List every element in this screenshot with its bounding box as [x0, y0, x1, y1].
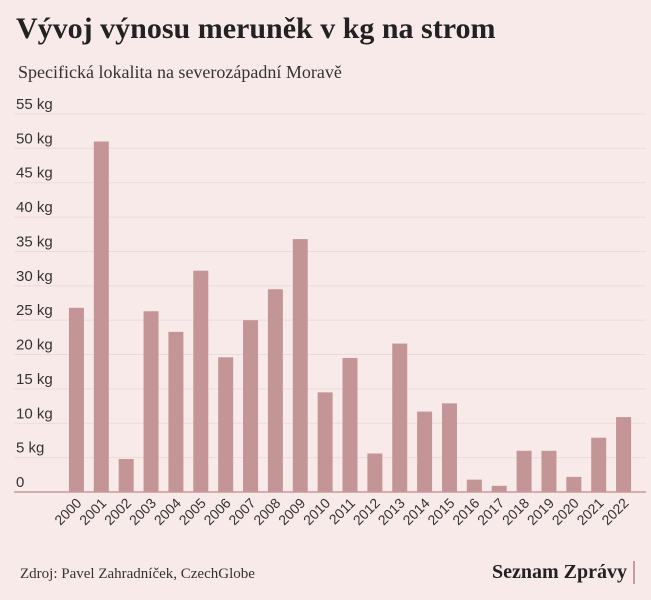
bar-2016: [466, 479, 482, 492]
x-axis-ticks: 2000200120022003200420052006200720082009…: [51, 495, 632, 528]
y-tick-label: 10 kg: [16, 405, 53, 422]
x-tick-label: 2013: [375, 495, 408, 528]
x-tick-label: 2000: [51, 495, 84, 528]
bar-2017: [491, 485, 507, 492]
x-tick-label: 2022: [598, 495, 631, 528]
bar-2021: [591, 437, 607, 492]
x-tick-label: 2016: [449, 495, 482, 528]
chart-subtitle: Specifická lokalita na severozápadní Mor…: [18, 62, 342, 82]
bar-2003: [143, 311, 159, 492]
bar-2011: [342, 357, 358, 492]
y-tick-label: 30 kg: [16, 268, 53, 285]
y-tick-label: 45 kg: [16, 165, 53, 182]
y-tick-label: 35 kg: [16, 233, 53, 250]
y-tick-label: 40 kg: [16, 199, 53, 216]
bar-2019: [541, 450, 557, 492]
bar-2010: [317, 392, 333, 492]
bar-2007: [243, 320, 259, 492]
y-tick-label: 0: [16, 474, 24, 491]
x-tick-label: 2006: [200, 495, 233, 528]
bar-2009: [292, 239, 308, 492]
bar-2002: [118, 459, 134, 492]
x-tick-label: 2003: [126, 495, 159, 528]
x-tick-label: 2020: [549, 495, 582, 528]
x-tick-label: 2009: [275, 495, 308, 528]
x-tick-label: 2017: [474, 495, 507, 528]
bar-2008: [267, 289, 283, 492]
bar-2012: [367, 453, 383, 492]
y-tick-label: 55 kg: [16, 96, 53, 113]
brand-logo: Seznam Zprávy: [492, 561, 635, 584]
bar-2018: [516, 450, 532, 492]
chart-title: Vývoj výnosu meruněk v kg na strom: [16, 12, 496, 45]
bar-2014: [417, 411, 433, 492]
x-tick-label: 2010: [300, 495, 333, 528]
y-tick-label: 50 kg: [16, 130, 53, 147]
y-tick-label: 5 kg: [16, 440, 44, 457]
x-tick-label: 2001: [76, 495, 109, 528]
bar-2004: [168, 331, 184, 492]
y-axis-ticks: 0 5 kg 10 kg 15 kg 20 kg 25 kg 30 kg 35 kg 40 kg…: [16, 96, 53, 491]
y-tick-label: 20 kg: [16, 337, 53, 354]
bar-2005: [193, 270, 209, 492]
bar-2022: [616, 417, 632, 492]
x-tick-label: 2014: [399, 495, 432, 528]
bars: [68, 141, 632, 492]
x-tick-label: 2018: [499, 495, 532, 528]
x-tick-label: 2011: [326, 495, 359, 528]
bar-2013: [392, 343, 408, 492]
x-tick-label: 2021: [573, 495, 606, 528]
bar-2006: [218, 357, 234, 492]
bar-chart: 0 5 kg 10 kg 15 kg 20 kg 25 kg 30 kg 35 kg 40 kg…: [14, 96, 646, 528]
x-tick-label: 2007: [225, 495, 258, 528]
source-note: Zdroj: Pavel Zahradníček, CzechGlobe: [20, 566, 255, 582]
bar-2020: [566, 476, 582, 492]
y-tick-label: 15 kg: [16, 371, 53, 388]
x-tick-label: 2005: [176, 495, 209, 528]
x-tick-label: 2002: [101, 495, 134, 528]
x-tick-label: 2004: [151, 495, 184, 528]
x-tick-label: 2015: [424, 495, 457, 528]
bar-2001: [93, 141, 109, 492]
bar-2015: [441, 403, 457, 492]
x-tick-label: 2012: [350, 495, 383, 528]
x-tick-label: 2008: [250, 495, 283, 528]
y-tick-label: 25 kg: [16, 302, 53, 319]
bar-2000: [68, 307, 84, 492]
x-tick-label: 2019: [524, 495, 557, 528]
